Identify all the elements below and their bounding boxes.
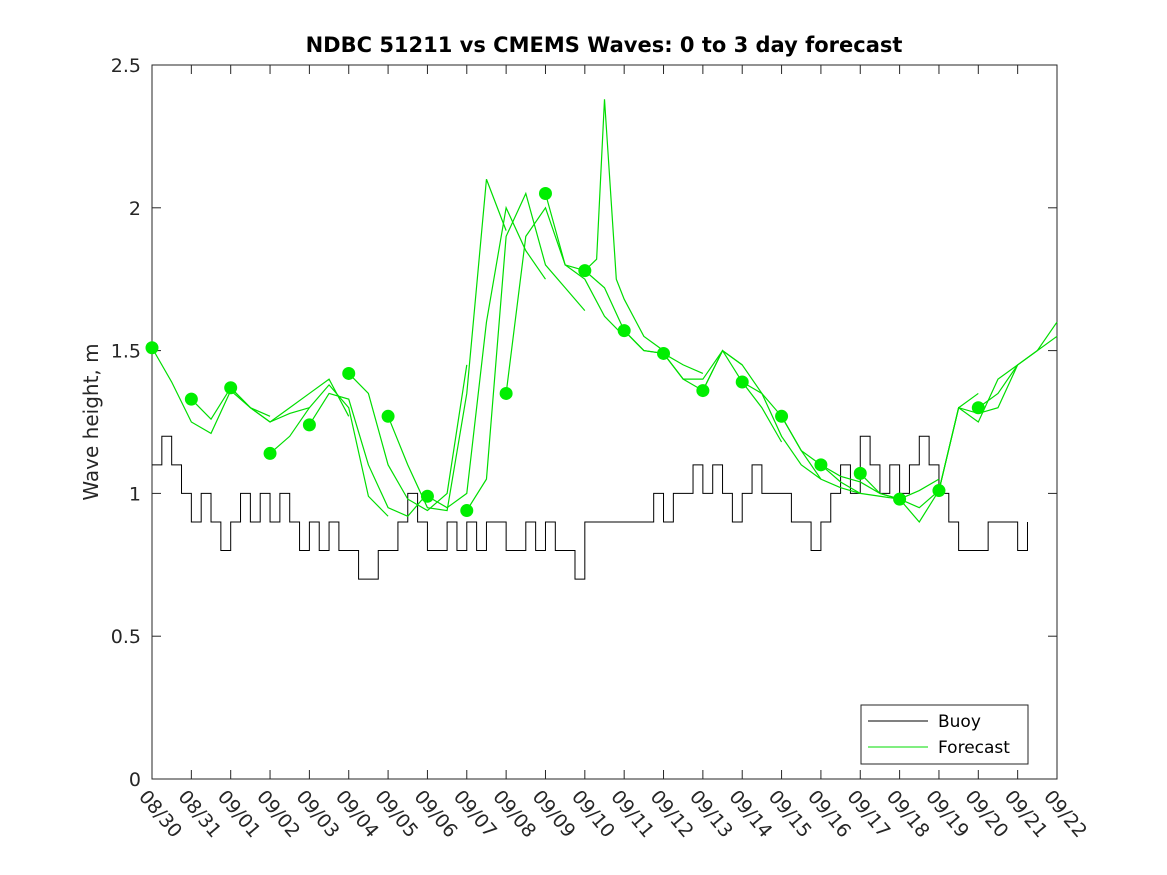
forecast-marker: [224, 381, 238, 395]
x-tick-label: 09/03: [292, 786, 344, 842]
forecast-marker: [381, 409, 395, 423]
forecast-marker: [578, 264, 592, 278]
x-tick-label: 09/18: [882, 786, 934, 842]
y-tick-label: 0.5: [111, 626, 141, 648]
x-tick-label: 09/11: [606, 786, 658, 842]
x-tick-label: 09/12: [646, 786, 698, 842]
series-layer: [145, 99, 1058, 580]
forecast-run-line: [427, 205, 546, 509]
x-tick-label: 09/14: [724, 786, 776, 842]
x-tick-label: 09/07: [449, 786, 501, 842]
x-tick-label: 09/05: [370, 786, 422, 842]
forecast-marker: [460, 504, 474, 518]
x-tick-label: 09/06: [410, 786, 462, 842]
x-tick-label: 08/31: [174, 786, 226, 842]
x-tick-label: 09/08: [488, 786, 540, 842]
forecast-marker: [735, 375, 749, 389]
x-tick-label: 09/15: [764, 786, 816, 842]
x-tick-label: 09/16: [803, 786, 855, 842]
forecast-run-line: [977, 321, 1058, 409]
y-axis-label: Wave height, m: [79, 343, 103, 500]
forecast-marker: [302, 418, 316, 432]
x-tick-label: 09/21: [1000, 786, 1052, 842]
forecast-marker: [342, 366, 356, 380]
forecast-marker: [145, 341, 159, 355]
x-tick-label: 08/30: [134, 786, 186, 842]
forecast-marker: [499, 386, 513, 400]
forecast-marker: [932, 484, 946, 498]
legend: Buoy Forecast: [860, 704, 1029, 765]
legend-buoy-label: Buoy: [938, 712, 981, 732]
forecast-marker: [775, 409, 789, 423]
y-tick-label: 2: [129, 198, 141, 220]
x-tick-label: 09/09: [528, 786, 580, 842]
forecast-marker: [971, 401, 985, 415]
forecast-marker: [617, 324, 631, 338]
y-tick-label: 1.5: [111, 341, 141, 363]
y-tick-label: 2.5: [111, 55, 141, 77]
forecast-marker: [814, 458, 828, 472]
x-tick-label: 09/22: [1039, 786, 1091, 842]
axes-frame: [151, 64, 1058, 780]
forecast-marker: [657, 346, 671, 360]
forecast-marker: [853, 466, 867, 480]
forecast-marker: [696, 384, 710, 398]
forecast-run-line: [348, 364, 468, 512]
x-tick-label: 09/19: [921, 786, 973, 842]
forecast-run-line: [230, 378, 350, 423]
forecast-marker: [538, 187, 552, 201]
x-tick-label: 09/04: [331, 786, 383, 842]
legend-box: [860, 704, 1029, 765]
forecast-run-line: [308, 392, 428, 517]
x-tick-label: 09/13: [685, 786, 737, 842]
forecast-run-line: [544, 99, 664, 352]
x-tick-label: 09/10: [567, 786, 619, 842]
forecast-marker: [420, 489, 434, 503]
x-tick-label: 09/01: [213, 786, 265, 842]
chart-title: NDBC 51211 vs CMEMS Waves: 0 to 3 day fo…: [306, 33, 903, 57]
forecast-marker: [893, 492, 907, 506]
forecast-run-line: [387, 179, 507, 512]
x-tick-label: 09/17: [842, 786, 894, 842]
plot-area: [151, 64, 1058, 780]
y-tick-label: 0: [129, 769, 141, 791]
y-ticks: 0 0.5 1 1.5 2 2.5: [111, 55, 1057, 791]
buoy-line: [152, 435, 1028, 580]
forecast-run-line: [269, 383, 389, 517]
y-tick-label: 1: [129, 483, 141, 505]
forecast-run-line: [781, 415, 900, 500]
x-tick-label: 09/02: [252, 786, 304, 842]
forecast-marker: [184, 392, 198, 406]
legend-forecast-label: Forecast: [938, 738, 1010, 758]
forecast-run-line: [466, 191, 586, 511]
forecast-marker: [263, 446, 277, 460]
x-tick-label: 09/20: [960, 786, 1012, 842]
